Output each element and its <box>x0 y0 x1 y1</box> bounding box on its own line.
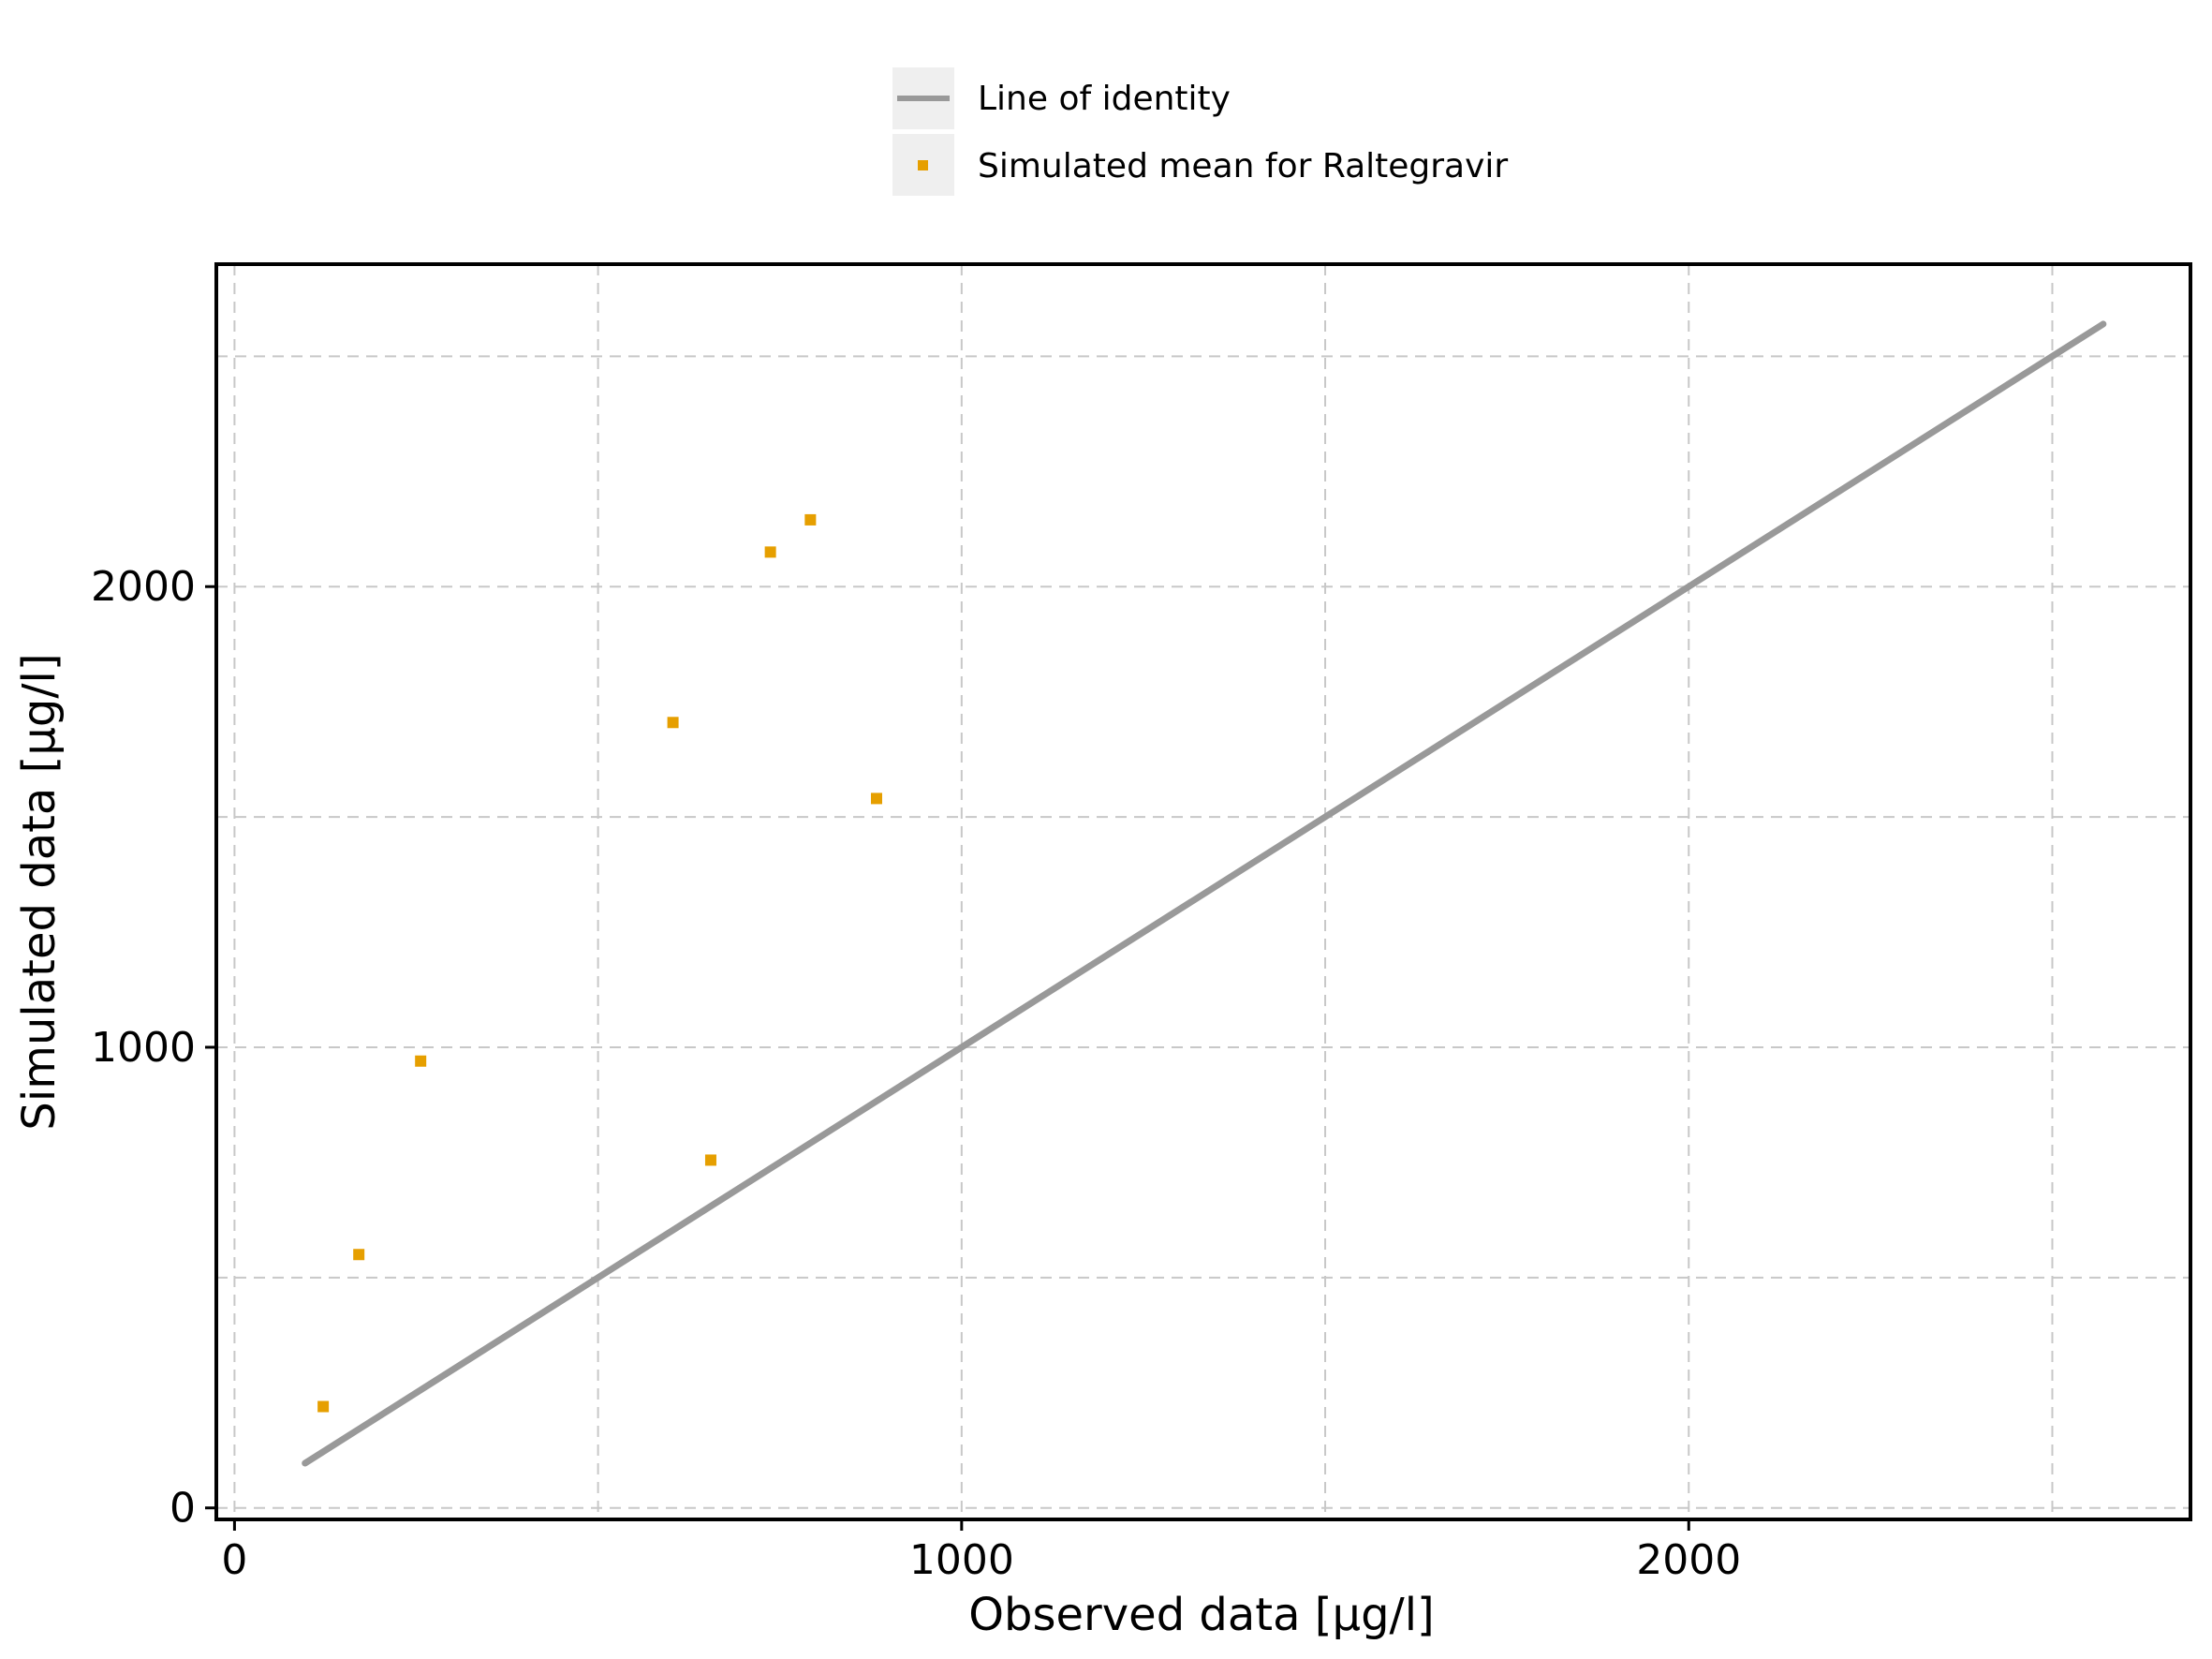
y-axis-label: Simulated data [µg/l] <box>13 653 66 1130</box>
data-point <box>415 1055 427 1067</box>
y-tick-label: 2000 <box>91 563 196 611</box>
data-point <box>317 1400 330 1413</box>
plot-series <box>302 320 2107 1467</box>
data-point <box>704 1154 716 1166</box>
x-tick-label: 0 <box>221 1536 247 1584</box>
identity-line <box>302 320 2107 1467</box>
legend: Line of identity Simulated mean for Ralt… <box>892 67 1508 196</box>
legend-key-square-marker <box>918 160 928 170</box>
data-point <box>870 792 882 805</box>
data-point <box>353 1249 365 1261</box>
legend-label-simulated-mean: Simulated mean for Raltegravir <box>978 147 1508 185</box>
plot-area-frame <box>214 262 2192 1521</box>
x-tick-label: 1000 <box>909 1536 1014 1584</box>
y-tick-label: 1000 <box>91 1024 196 1072</box>
grid <box>216 264 2190 1519</box>
data-point <box>667 717 679 729</box>
data-point <box>764 546 776 558</box>
data-point <box>804 513 817 526</box>
x-axis-label: Observed data [µg/l] <box>968 1589 1435 1641</box>
axis-ticks: 0 1000 2000 0 1000 2000 <box>91 563 1741 1584</box>
x-tick-label: 2000 <box>1636 1536 1741 1584</box>
y-tick-label: 0 <box>170 1485 196 1533</box>
legend-label-line-of-identity: Line of identity <box>978 80 1231 118</box>
